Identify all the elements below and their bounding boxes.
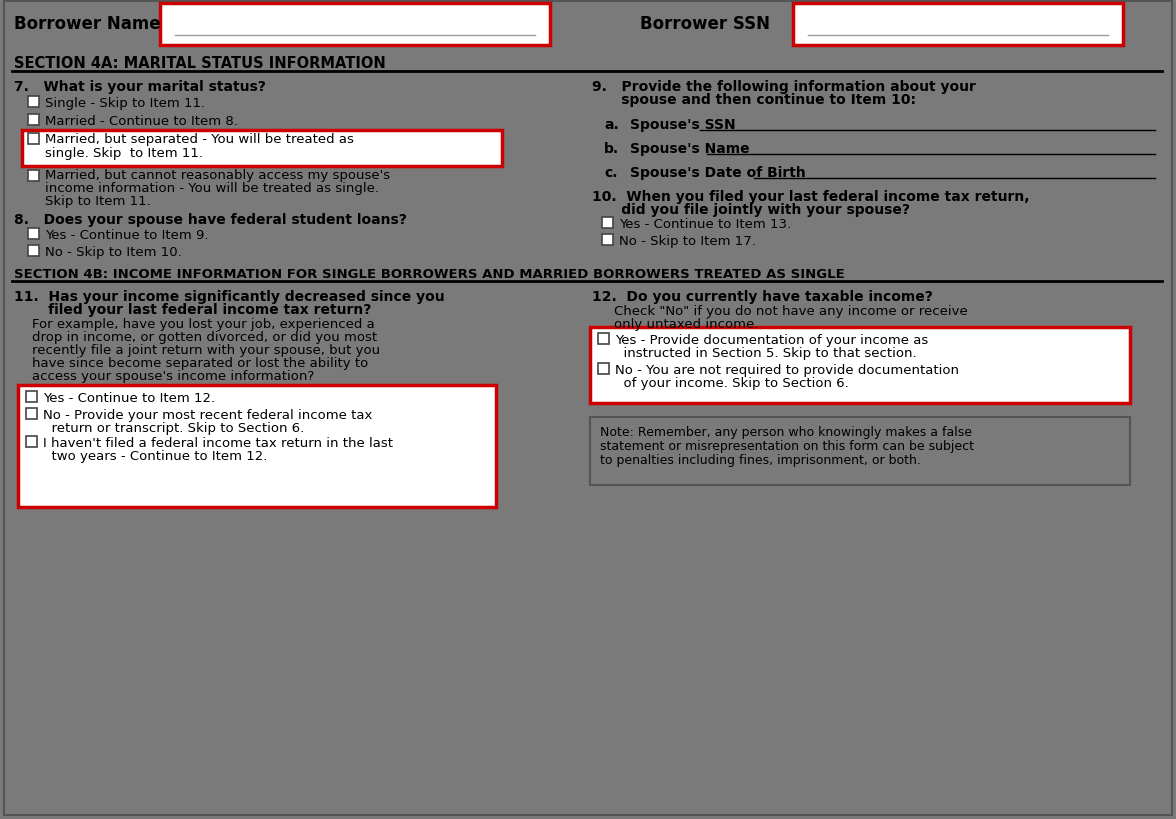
Text: Skip to Item 11.: Skip to Item 11. <box>45 195 151 208</box>
Text: did you file jointly with your spouse?: did you file jointly with your spouse? <box>592 203 910 217</box>
Bar <box>18 386 496 508</box>
Text: SECTION 4B: INCOME INFORMATION FOR SINGLE BORROWERS AND MARRIED BORROWERS TREATE: SECTION 4B: INCOME INFORMATION FOR SINGL… <box>14 268 844 281</box>
Text: Note: Remember, any person who knowingly makes a false: Note: Remember, any person who knowingly… <box>600 426 973 438</box>
Text: No - Skip to Item 17.: No - Skip to Item 17. <box>619 235 756 247</box>
Bar <box>599 333 609 345</box>
Text: No - Skip to Item 10.: No - Skip to Item 10. <box>45 246 182 259</box>
Text: 8.   Does your spouse have federal student loans?: 8. Does your spouse have federal student… <box>14 213 407 227</box>
Text: Married - Continue to Item 8.: Married - Continue to Item 8. <box>45 115 238 128</box>
Text: c.: c. <box>604 165 617 180</box>
Bar <box>28 97 39 108</box>
Text: spouse and then continue to Item 10:: spouse and then continue to Item 10: <box>592 93 916 106</box>
Text: Spouse's SSN: Spouse's SSN <box>630 118 736 132</box>
Bar <box>22 131 502 167</box>
Text: drop in income, or gotten divorced, or did you most: drop in income, or gotten divorced, or d… <box>32 331 377 344</box>
Text: to penalties including fines, imprisonment, or both.: to penalties including fines, imprisonme… <box>600 454 921 467</box>
Text: of your income. Skip to Section 6.: of your income. Skip to Section 6. <box>615 377 849 390</box>
Text: filed your last federal income tax return?: filed your last federal income tax retur… <box>14 303 372 317</box>
Text: Yes - Provide documentation of your income as: Yes - Provide documentation of your inco… <box>615 333 928 346</box>
Text: SECTION 4A: MARITAL STATUS INFORMATION: SECTION 4A: MARITAL STATUS INFORMATION <box>14 56 386 71</box>
Text: access your spouse's income information?: access your spouse's income information? <box>32 369 314 382</box>
Text: two years - Continue to Item 12.: two years - Continue to Item 12. <box>44 450 267 463</box>
Text: a.: a. <box>604 118 619 132</box>
Text: Check "No" if you do not have any income or receive: Check "No" if you do not have any income… <box>614 305 968 318</box>
Bar <box>28 115 39 126</box>
Bar <box>590 328 1130 404</box>
Text: recently file a joint return with your spouse, but you: recently file a joint return with your s… <box>32 344 380 356</box>
Bar <box>793 4 1123 46</box>
Bar <box>160 4 550 46</box>
Bar <box>26 391 36 402</box>
Text: Married, but separated - You will be treated as: Married, but separated - You will be tre… <box>45 133 354 146</box>
Text: Borrower Name: Borrower Name <box>14 15 161 33</box>
Bar <box>28 133 39 145</box>
Text: statement or misrepresentation on this form can be subject: statement or misrepresentation on this f… <box>600 440 974 452</box>
Text: Yes - Continue to Item 12.: Yes - Continue to Item 12. <box>44 391 215 405</box>
Text: 12.  Do you currently have taxable income?: 12. Do you currently have taxable income… <box>592 290 933 304</box>
Text: 11.  Has your income significantly decreased since you: 11. Has your income significantly decrea… <box>14 290 445 304</box>
Text: return or transcript. Skip to Section 6.: return or transcript. Skip to Section 6. <box>44 422 305 434</box>
Text: No - You are not required to provide documentation: No - You are not required to provide doc… <box>615 364 958 377</box>
Bar <box>28 246 39 256</box>
Text: income information - You will be treated as single.: income information - You will be treated… <box>45 182 379 195</box>
Bar <box>28 171 39 182</box>
Text: 7.   What is your marital status?: 7. What is your marital status? <box>14 80 266 94</box>
Bar <box>28 229 39 240</box>
Text: No - Provide your most recent federal income tax: No - Provide your most recent federal in… <box>44 409 373 422</box>
Text: For example, have you lost your job, experienced a: For example, have you lost your job, exp… <box>32 318 375 331</box>
Text: have since become separated or lost the ability to: have since become separated or lost the … <box>32 356 368 369</box>
Text: Yes - Continue to Item 9.: Yes - Continue to Item 9. <box>45 229 208 242</box>
Text: Single - Skip to Item 11.: Single - Skip to Item 11. <box>45 97 205 110</box>
Text: Spouse's Date of Birth: Spouse's Date of Birth <box>630 165 806 180</box>
Text: Spouse's Name: Spouse's Name <box>630 142 749 156</box>
Text: instructed in Section 5. Skip to that section.: instructed in Section 5. Skip to that se… <box>615 346 916 360</box>
Text: Borrower SSN: Borrower SSN <box>640 15 770 33</box>
Text: single. Skip  to Item 11.: single. Skip to Item 11. <box>45 147 203 160</box>
Text: 9.   Provide the following information about your: 9. Provide the following information abo… <box>592 80 976 94</box>
Text: only untaxed income.: only untaxed income. <box>614 318 759 331</box>
Bar <box>26 409 36 419</box>
Text: Yes - Continue to Item 13.: Yes - Continue to Item 13. <box>619 218 791 231</box>
Text: I haven't filed a federal income tax return in the last: I haven't filed a federal income tax ret… <box>44 437 393 450</box>
Bar <box>602 218 613 229</box>
Text: 10.  When you filed your last federal income tax return,: 10. When you filed your last federal inc… <box>592 190 1029 204</box>
Bar <box>590 418 1130 486</box>
Bar <box>602 235 613 246</box>
Text: b.: b. <box>604 142 619 156</box>
Bar <box>599 364 609 374</box>
Bar <box>26 437 36 447</box>
Text: Married, but cannot reasonably access my spouse's: Married, but cannot reasonably access my… <box>45 169 390 182</box>
